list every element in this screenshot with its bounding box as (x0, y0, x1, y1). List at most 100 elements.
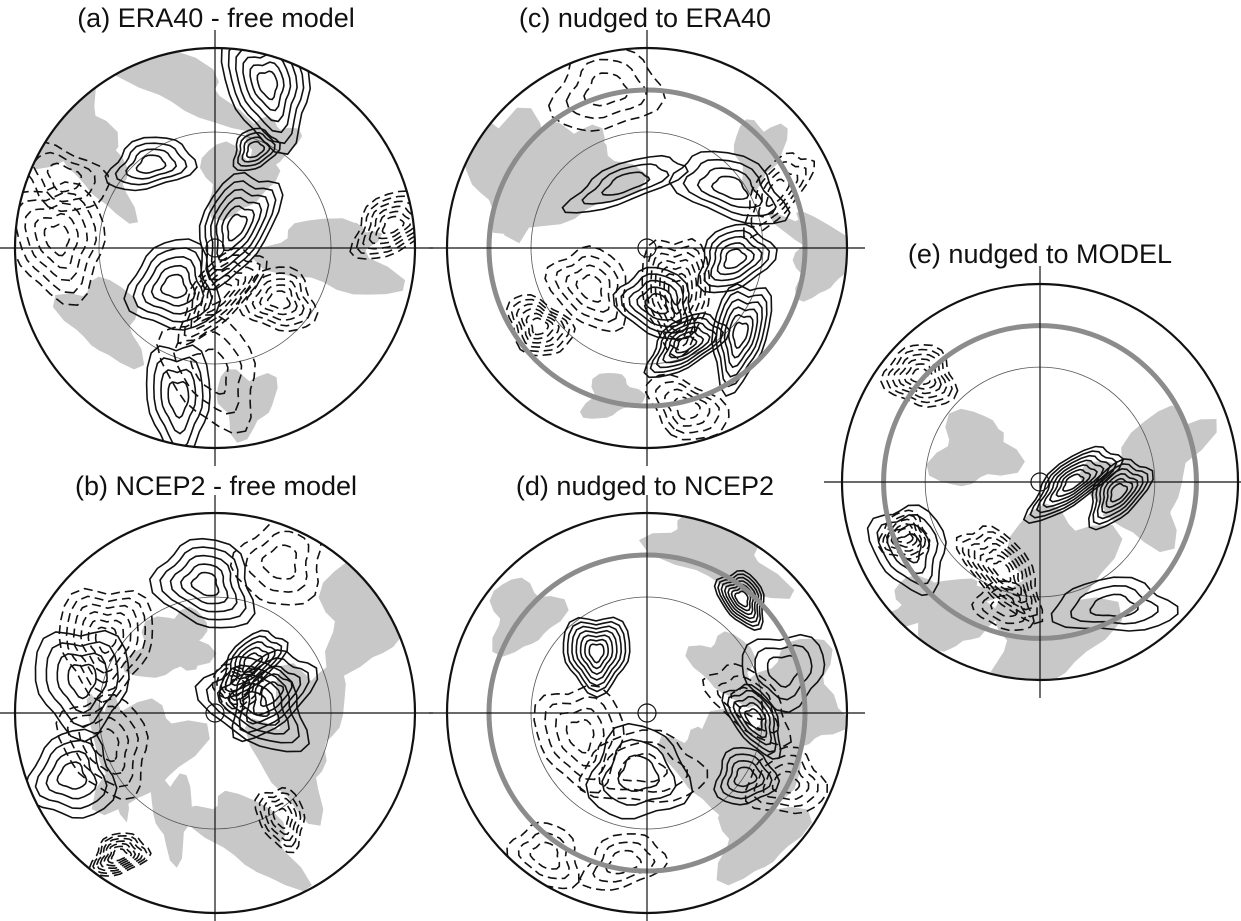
map-border (840, 282, 1240, 682)
positive-contour (34, 739, 108, 810)
negative-contour (989, 594, 1018, 618)
shading (926, 408, 1025, 487)
positive-contour (719, 298, 763, 378)
positive-contour (649, 316, 725, 374)
polar-map (0, 30, 433, 466)
positive-contour (256, 70, 279, 101)
negative-contour (236, 266, 319, 333)
negative-contour (758, 169, 799, 218)
positive-contour (23, 728, 118, 819)
shading (540, 122, 605, 197)
positive-contour (696, 167, 764, 209)
map-border (13, 511, 417, 915)
positive-contour (1022, 445, 1125, 525)
map-border (445, 511, 849, 915)
negative-contour (971, 580, 1035, 631)
negative-contour (92, 834, 148, 875)
positive-contour (1070, 584, 1159, 625)
negative-contour (46, 162, 83, 193)
positive-contour (259, 681, 285, 708)
negative-contour (177, 247, 268, 346)
negative-contour (617, 753, 668, 783)
positive-contour (241, 136, 271, 163)
negative-contour (650, 251, 702, 342)
positive-contour (1048, 464, 1098, 503)
negative-contour (673, 396, 701, 421)
positive-contour (123, 238, 222, 331)
negative-contour (244, 272, 312, 327)
positive-contour (766, 654, 800, 688)
negative-contour (259, 284, 298, 316)
positive-contour (682, 158, 777, 217)
shading (792, 240, 847, 302)
negative-contour (272, 807, 290, 829)
map-content (457, 48, 847, 441)
positive-contour (104, 136, 198, 192)
positive-contour (721, 683, 782, 760)
shading (251, 218, 406, 295)
negative-contour (578, 729, 709, 804)
negative-contour (196, 267, 247, 322)
negative-contour (203, 274, 240, 314)
positive-contour (561, 154, 689, 214)
positive-contour (237, 131, 276, 167)
negative-contour (877, 509, 931, 560)
polar-map (429, 30, 865, 466)
panel-title: (d) nudged to NCEP2 (516, 471, 774, 501)
negative-contour (267, 802, 294, 836)
negative-contour (266, 290, 291, 310)
positive-contour (198, 171, 284, 291)
negative-contour (381, 215, 405, 235)
positive-contour (710, 235, 763, 282)
positive-contour (1029, 450, 1118, 519)
negative-contour (210, 281, 233, 306)
negative-contour (520, 307, 560, 344)
negative-contour (156, 313, 257, 435)
negative-contour (65, 595, 147, 694)
negative-contour (663, 272, 689, 315)
positive-contour (732, 321, 749, 350)
positive-contour (754, 644, 813, 701)
polar-map (429, 495, 865, 921)
positive-contour (226, 213, 248, 242)
positive-contour (1101, 472, 1139, 514)
shading (579, 373, 646, 419)
map-content (489, 514, 847, 891)
positive-contour (741, 633, 826, 714)
positive-contour (125, 148, 178, 180)
polar-map (0, 495, 433, 921)
positive-contour (713, 746, 781, 806)
positive-contour (231, 649, 319, 743)
negative-contour (72, 603, 139, 684)
shading (104, 48, 255, 132)
negative-contour (564, 264, 611, 313)
shading (638, 514, 795, 599)
negative-contour (743, 152, 815, 239)
positive-contour (668, 150, 791, 225)
negative-contour (583, 72, 630, 107)
positive-contour (179, 563, 229, 605)
negative-contour (349, 190, 415, 260)
positive-contour (571, 625, 623, 687)
negative-contour (985, 554, 1017, 590)
negative-contour (211, 663, 264, 714)
shading (24, 71, 119, 173)
negative-contour (980, 587, 1027, 625)
negative-contour (355, 195, 415, 255)
positive-contour (566, 620, 627, 693)
positive-contour (145, 344, 211, 448)
positive-contour (662, 326, 711, 364)
negative-contour (654, 380, 721, 434)
positive-contour (34, 629, 130, 743)
positive-contour (601, 171, 651, 196)
positive-contour (56, 652, 108, 714)
positive-contour (579, 634, 614, 676)
positive-contour (562, 616, 631, 699)
negative-contour (890, 523, 918, 548)
positive-contour (67, 663, 97, 700)
positive-contour (249, 61, 285, 112)
negative-contour (254, 786, 306, 854)
positive-contour (169, 554, 238, 613)
positive-contour (696, 223, 778, 294)
negative-contour (33, 151, 96, 203)
